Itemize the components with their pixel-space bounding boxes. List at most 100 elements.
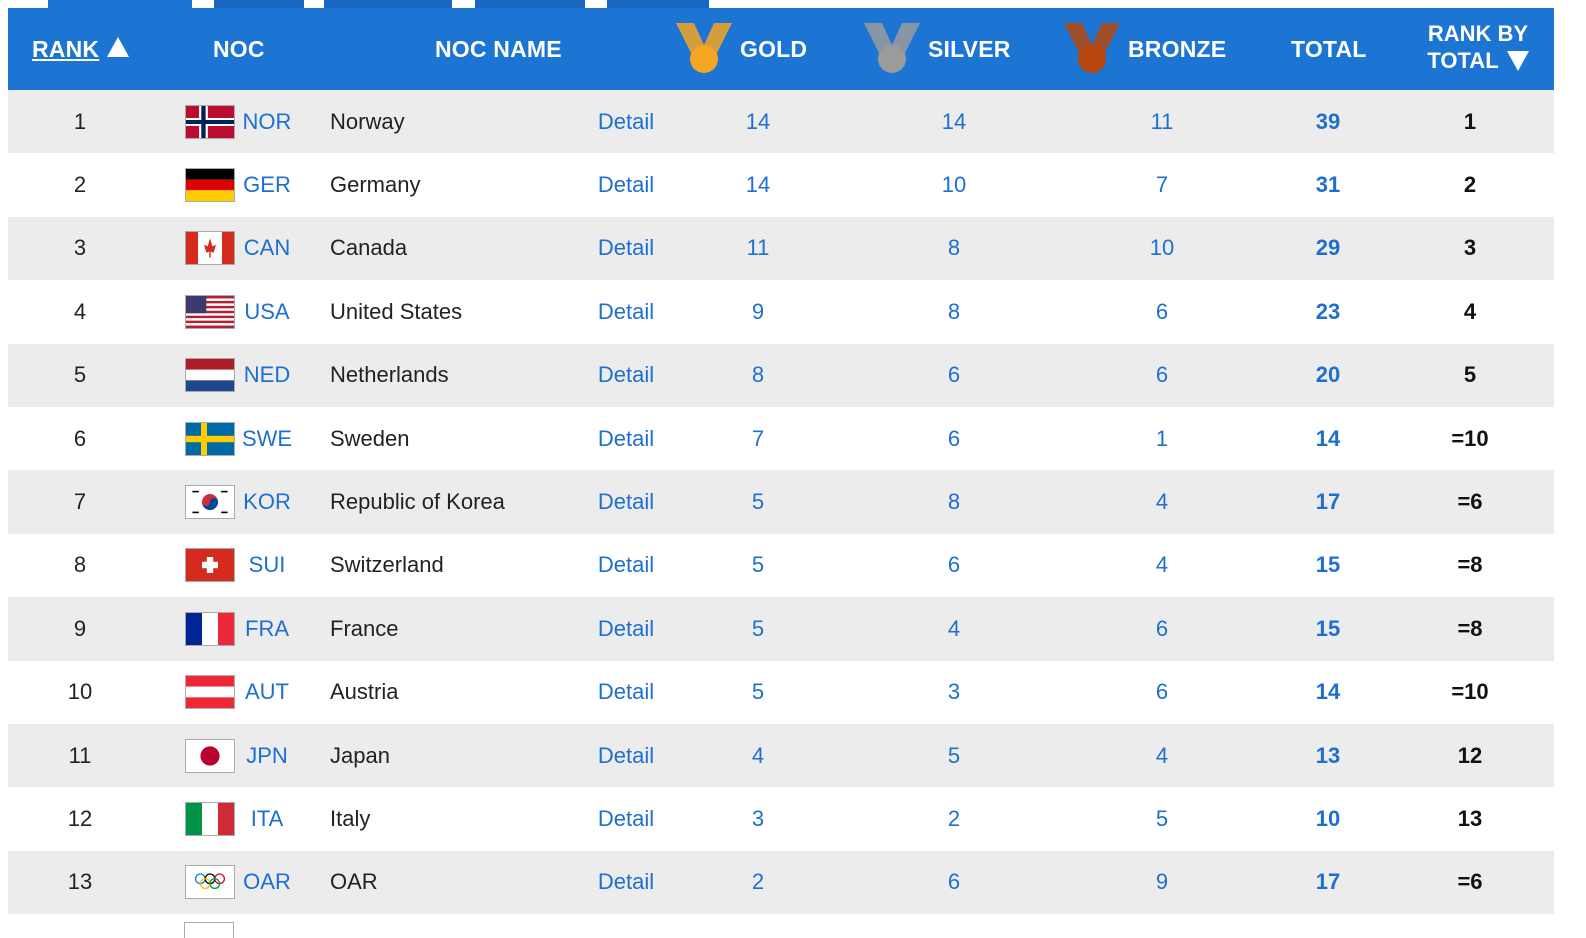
noc-code-link[interactable]: AUT (245, 679, 289, 705)
silver-count-link[interactable]: 3 (947, 679, 961, 705)
gold-count-link[interactable]: 9 (751, 298, 765, 324)
rank-by-total-cell: =6 (1457, 869, 1483, 895)
silver-count-link[interactable]: 2 (947, 805, 961, 831)
tab-3[interactable] (324, 0, 452, 8)
noc-code-link[interactable]: SUI (248, 552, 286, 578)
detail-link[interactable]: Detail (597, 108, 655, 134)
total-count-link[interactable]: 29 (1315, 235, 1341, 261)
gold-count-link[interactable]: 5 (751, 552, 765, 578)
detail-link[interactable]: Detail (597, 869, 655, 895)
noc-code-link[interactable]: JPN (246, 742, 288, 768)
gold-count-link[interactable]: 3 (751, 805, 765, 831)
silver-count-link[interactable]: 5 (947, 742, 961, 768)
gold-count-link[interactable]: 8 (751, 362, 765, 388)
gold-count-link[interactable]: 4 (751, 742, 765, 768)
rank-by-total-sort-header[interactable]: RANK BY TOTAL (1418, 20, 1538, 74)
tab-5[interactable] (607, 0, 709, 8)
gold-count-link[interactable]: 11 (746, 235, 770, 261)
detail-link[interactable]: Detail (597, 362, 655, 388)
bronze-count-link[interactable]: 4 (1155, 742, 1169, 768)
bronze-count-link[interactable]: 6 (1155, 679, 1169, 705)
gold-count-link[interactable]: 5 (751, 489, 765, 515)
rank-sort-header[interactable]: RANK (32, 8, 130, 90)
rank-cell: 13 (67, 869, 93, 895)
gold-count-link[interactable]: 7 (751, 425, 765, 451)
rank-header-label[interactable]: RANK (32, 35, 100, 62)
bronze-count-link[interactable]: 10 (1149, 235, 1175, 261)
detail-link[interactable]: Detail (597, 425, 655, 451)
flag-cell (184, 724, 236, 787)
noc-code-link[interactable]: FRA (245, 615, 289, 641)
flag-cell (184, 344, 236, 407)
noc-code-link[interactable]: USA (244, 298, 290, 324)
bronze-count-link[interactable]: 6 (1155, 362, 1169, 388)
silver-count-link[interactable]: 6 (947, 869, 961, 895)
silver-count-link[interactable]: 10 (941, 172, 967, 198)
olympic-rings-flag-icon (185, 865, 235, 900)
rank-by-total-label-line1: RANK BY (1427, 21, 1529, 46)
silver-count-link[interactable]: 6 (947, 362, 961, 388)
gold-count-link[interactable]: 2 (751, 869, 765, 895)
noc-code-link[interactable]: KOR (243, 489, 291, 515)
gold-count-link[interactable]: 14 (745, 172, 771, 198)
total-count-link[interactable]: 15 (1315, 552, 1341, 578)
total-count-link[interactable]: 14 (1315, 425, 1341, 451)
total-count-link[interactable]: 23 (1315, 298, 1341, 324)
total-count-link[interactable]: 15 (1315, 615, 1341, 641)
total-count-link[interactable]: 13 (1315, 742, 1341, 768)
rank-by-total-cell: =8 (1457, 552, 1483, 578)
silver-count-link[interactable]: 4 (947, 615, 961, 641)
noc-code-link[interactable]: ITA (250, 805, 284, 831)
detail-link[interactable]: Detail (597, 172, 655, 198)
detail-link[interactable]: Detail (597, 679, 655, 705)
detail-link[interactable]: Detail (597, 742, 655, 768)
rank-cell: 1 (73, 108, 87, 134)
tab-2[interactable] (214, 0, 304, 8)
tab-strip (0, 0, 1586, 8)
noc-name-header: NOC NAME (435, 35, 562, 62)
total-count-link[interactable]: 20 (1315, 362, 1341, 388)
bronze-count-link[interactable]: 7 (1155, 172, 1169, 198)
total-count-link[interactable]: 10 (1315, 805, 1341, 831)
total-count-link[interactable]: 39 (1315, 108, 1341, 134)
noc-code-link[interactable]: CAN (243, 235, 291, 261)
tab-1[interactable] (48, 0, 192, 8)
tab-4[interactable] (475, 0, 585, 8)
bronze-count-link[interactable]: 1 (1155, 425, 1169, 451)
total-count-link[interactable]: 31 (1315, 172, 1341, 198)
total-count-link[interactable]: 17 (1315, 489, 1341, 515)
noc-code-link[interactable]: OAR (243, 869, 291, 895)
bronze-count-link[interactable]: 4 (1155, 552, 1169, 578)
gold-count-link[interactable]: 5 (751, 615, 765, 641)
bronze-count-link[interactable]: 6 (1155, 615, 1169, 641)
detail-link[interactable]: Detail (597, 615, 655, 641)
detail-link[interactable]: Detail (597, 489, 655, 515)
silver-count-link[interactable]: 14 (941, 108, 967, 134)
bronze-count-link[interactable]: 11 (1150, 108, 1174, 134)
detail-link[interactable]: Detail (597, 805, 655, 831)
total-count-link[interactable]: 14 (1315, 679, 1341, 705)
silver-count-link[interactable]: 8 (947, 489, 961, 515)
gold-count-link[interactable]: 5 (751, 679, 765, 705)
noc-code-link[interactable]: NED (243, 362, 291, 388)
bronze-count-link[interactable]: 6 (1155, 298, 1169, 324)
detail-link[interactable]: Detail (597, 235, 655, 261)
total-count-link[interactable]: 17 (1315, 869, 1341, 895)
flag-cell (184, 470, 236, 533)
gold-count-link[interactable]: 14 (745, 108, 771, 134)
bronze-count-link[interactable]: 4 (1155, 489, 1169, 515)
silver-count-link[interactable]: 8 (947, 235, 961, 261)
bronze-count-link[interactable]: 9 (1155, 869, 1169, 895)
rank-by-total-cell: 12 (1457, 742, 1483, 768)
silver-count-link[interactable]: 8 (947, 298, 961, 324)
detail-link[interactable]: Detail (597, 298, 655, 324)
noc-code-link[interactable]: NOR (242, 108, 292, 134)
noc-name-cell: Germany (330, 172, 421, 198)
detail-link[interactable]: Detail (597, 552, 655, 578)
noc-code-link[interactable]: GER (243, 172, 291, 198)
noc-code-link[interactable]: SWE (241, 425, 293, 451)
silver-count-link[interactable]: 6 (947, 552, 961, 578)
silver-count-link[interactable]: 6 (947, 425, 961, 451)
rank-cell: 6 (73, 425, 87, 451)
bronze-count-link[interactable]: 5 (1155, 805, 1169, 831)
